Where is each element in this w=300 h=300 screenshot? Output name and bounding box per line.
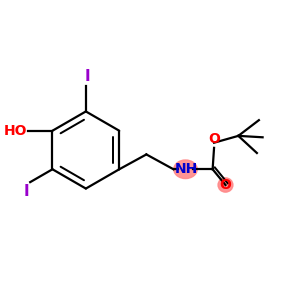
Ellipse shape [218, 178, 233, 192]
Text: O: O [220, 178, 231, 192]
Text: I: I [23, 184, 29, 199]
Text: HO: HO [3, 124, 27, 138]
Text: I: I [85, 69, 90, 84]
Text: O: O [208, 132, 220, 145]
Text: NH: NH [174, 162, 198, 176]
Ellipse shape [174, 160, 197, 178]
